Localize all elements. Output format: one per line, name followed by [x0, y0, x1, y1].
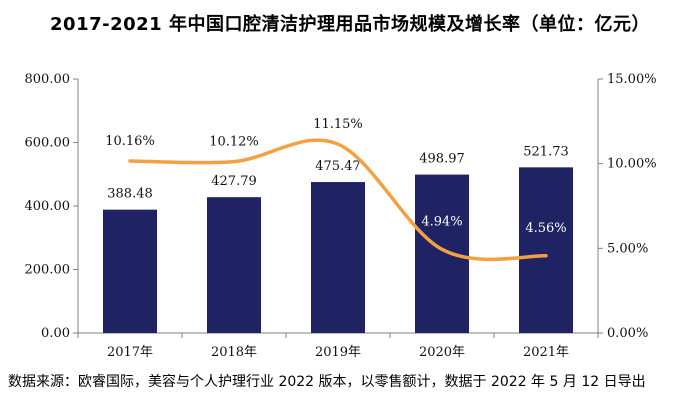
- x-category-label: 2018年: [211, 345, 257, 360]
- bar: [519, 167, 573, 333]
- bar-value-label: 475.47: [315, 159, 361, 174]
- x-category-label: 2020年: [419, 345, 465, 360]
- y-right-tick-label: 5.00%: [607, 241, 648, 256]
- line-value-label: 10.16%: [105, 134, 155, 149]
- y-left-tick-label: 0.00: [41, 326, 70, 341]
- bar: [415, 174, 469, 333]
- line-value-label: 10.12%: [209, 135, 259, 150]
- x-category-label: 2021年: [523, 345, 569, 360]
- chart-title: 2017-2021 年中国口腔清洁护理用品市场规模及增长率（单位：亿元）: [50, 14, 650, 35]
- line-value-label: 4.94%: [421, 214, 462, 229]
- y-left-tick-label: 600.00: [25, 136, 71, 151]
- bar-value-label: 521.73: [523, 144, 569, 159]
- x-category-label: 2017年: [107, 345, 153, 360]
- bar-value-label: 498.97: [419, 152, 465, 167]
- growth-rate-line: [128, 138, 548, 262]
- y-right-tick-label: 10.00%: [607, 157, 657, 172]
- bar-value-label: 427.79: [211, 174, 257, 189]
- combo-chart: 0.00 200.00 400.00 600.00 800.00 0.00% 5.00% 10…: [25, 72, 657, 360]
- y-left-tick-label: 200.00: [25, 263, 71, 278]
- bar: [207, 197, 261, 333]
- y-right-tick-label: 0.00%: [607, 326, 648, 341]
- bar: [103, 209, 157, 333]
- y-left-tick-label: 400.00: [25, 199, 71, 214]
- source-note: 数据来源：欧睿国际，美容与个人护理行业 2022 版本，以零售额计，数据于 20…: [8, 374, 646, 390]
- x-category-label: 2019年: [315, 345, 361, 360]
- line-value-label: 4.56%: [525, 221, 566, 236]
- bar-value-label: 388.48: [107, 187, 153, 202]
- bar: [311, 182, 365, 333]
- y-right-tick-label: 15.00%: [607, 72, 657, 87]
- y-left-tick-label: 800.00: [25, 72, 71, 87]
- line-value-label: 11.15%: [313, 117, 363, 132]
